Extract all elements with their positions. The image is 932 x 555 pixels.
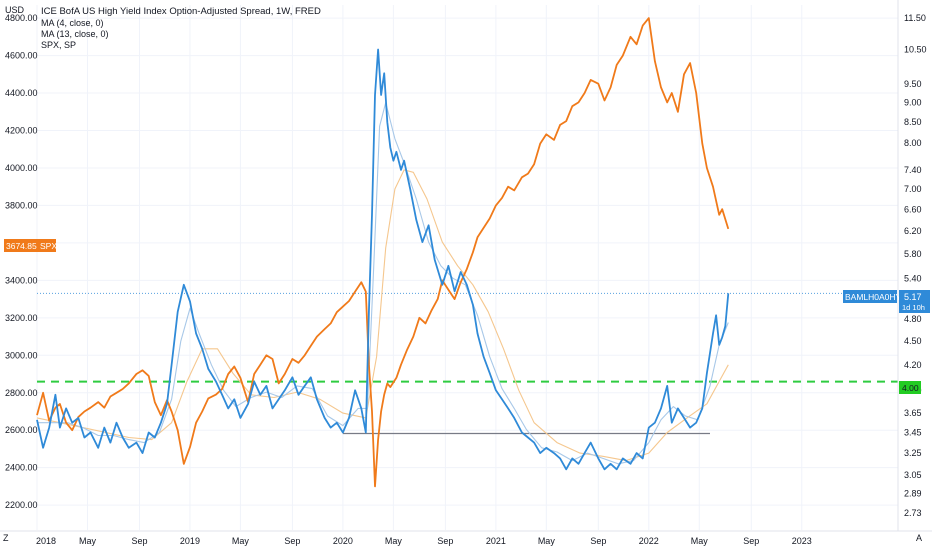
left-tick-label: 2400.00 (5, 463, 38, 473)
time-tick-label[interactable]: 2022 (639, 536, 659, 546)
right-tick-label[interactable]: 3.25 (904, 448, 922, 458)
right-tick-label[interactable]: 4.20 (904, 360, 922, 370)
left-axis-unit: USD (5, 5, 25, 15)
right-tick-label[interactable]: 2.73 (904, 508, 922, 518)
left-tick-label: 4000.00 (5, 163, 38, 173)
time-tick-label[interactable]: 2020 (333, 536, 353, 546)
time-axis[interactable]: 2018 May Sep 2019 May Sep 2020 May Sep 2021 May Sep… (0, 530, 932, 546)
left-tick-label: 2800.00 (5, 388, 38, 398)
spx-symbol-text: SPX (40, 241, 57, 251)
left-tick-label: 2600.00 (5, 425, 38, 435)
right-tick-label[interactable]: 3.65 (904, 408, 922, 418)
right-tick-label[interactable]: 5.40 (904, 273, 922, 283)
right-axis[interactable]: 11.50 10.50 9.50 9.00 8.50 8.00 7.40 7.00 6.60 6.… (897, 0, 927, 531)
left-tick-label: 4600.00 (5, 51, 38, 61)
time-tick-label[interactable]: May (385, 536, 403, 546)
right-tick-label[interactable]: 7.00 (904, 184, 922, 194)
right-tick-label[interactable]: 4.80 (904, 314, 922, 324)
right-tick-label[interactable]: 8.50 (904, 117, 922, 127)
spread-countdown-text: 1d 10h (902, 303, 925, 312)
spread-symbol-text: BAMLH0A0HYM2 (845, 292, 913, 302)
time-tick-label[interactable]: 2021 (486, 536, 506, 546)
spread-symbol-bg (843, 290, 897, 303)
time-tick-label[interactable]: Sep (743, 536, 759, 546)
spx-line[interactable] (36, 17, 730, 488)
left-tick-label: 2200.00 (5, 500, 38, 510)
left-tick-label: 3200.00 (5, 313, 38, 323)
right-tick-label[interactable]: 9.00 (904, 98, 922, 108)
time-tick-label[interactable]: 2023 (792, 536, 812, 546)
spread-line[interactable] (36, 48, 730, 471)
right-tick-label[interactable]: 5.80 (904, 249, 922, 259)
time-tick-label[interactable]: 2018 (36, 536, 56, 546)
time-tick-label[interactable]: May (232, 536, 250, 546)
level-label-bg (899, 381, 921, 394)
right-tick-label[interactable]: 3.45 (904, 428, 922, 438)
time-tick-label[interactable]: Sep (284, 536, 300, 546)
right-tick-label[interactable]: 9.50 (904, 79, 922, 89)
spx-price-text: 3674.85 (6, 241, 37, 251)
time-tick-label[interactable]: 2019 (180, 536, 200, 546)
legend-ma4[interactable]: MA (4, close, 0) (41, 18, 104, 28)
legend-ma13[interactable]: MA (13, close, 0) (41, 29, 109, 39)
right-tick-label[interactable]: 2.89 (904, 488, 922, 498)
level-label-text: 4.00 (902, 383, 919, 393)
right-tick-label[interactable]: 7.40 (904, 165, 922, 175)
time-tick-label[interactable]: May (691, 536, 709, 546)
spread-value-bg (899, 290, 930, 313)
right-tick-label[interactable]: 4.50 (904, 336, 922, 346)
time-tick-label[interactable]: Sep (590, 536, 606, 546)
right-tick-label[interactable]: 3.05 (904, 470, 922, 480)
time-tick-label[interactable]: May (79, 536, 97, 546)
right-tick-label[interactable]: 6.60 (904, 204, 922, 214)
timezone-button[interactable]: Z (3, 533, 9, 543)
left-tick-label: 3000.00 (5, 350, 38, 360)
right-tick-label[interactable]: 8.00 (904, 138, 922, 148)
left-tick-label: 3400.00 (5, 275, 38, 285)
spx-last-price-label: 3674.85 SPX (4, 239, 57, 252)
spread-last-price-label: BAMLH0A0HYM2 5.17 1d 10h (843, 290, 930, 313)
time-tick-label[interactable]: May (538, 536, 556, 546)
grid (36, 5, 898, 530)
left-tick-label: 3800.00 (5, 200, 38, 210)
right-tick-label[interactable]: 6.20 (904, 226, 922, 236)
plot-area[interactable] (36, 17, 898, 488)
auto-scale-button[interactable]: A (916, 533, 922, 543)
time-tick-label[interactable]: Sep (437, 536, 453, 546)
spread-value-text: 5.17 (904, 292, 922, 302)
chart-title[interactable]: ICE BofA US High Yield Index Option-Adju… (41, 6, 321, 17)
legend-spx[interactable]: SPX, SP (41, 40, 76, 50)
left-tick-label: 4800.00 (5, 13, 38, 23)
left-tick-label: 4400.00 (5, 88, 38, 98)
time-tick-label[interactable]: Sep (131, 536, 147, 546)
legend[interactable]: ICE BofA US High Yield Index Option-Adju… (41, 6, 321, 50)
right-tick-label[interactable]: 11.50 (904, 13, 926, 23)
level-4-label: 4.00 (899, 381, 921, 394)
spx-label-bg (4, 239, 56, 252)
right-tick-label[interactable]: 10.50 (904, 45, 927, 55)
left-tick-label: 4200.00 (5, 126, 38, 136)
